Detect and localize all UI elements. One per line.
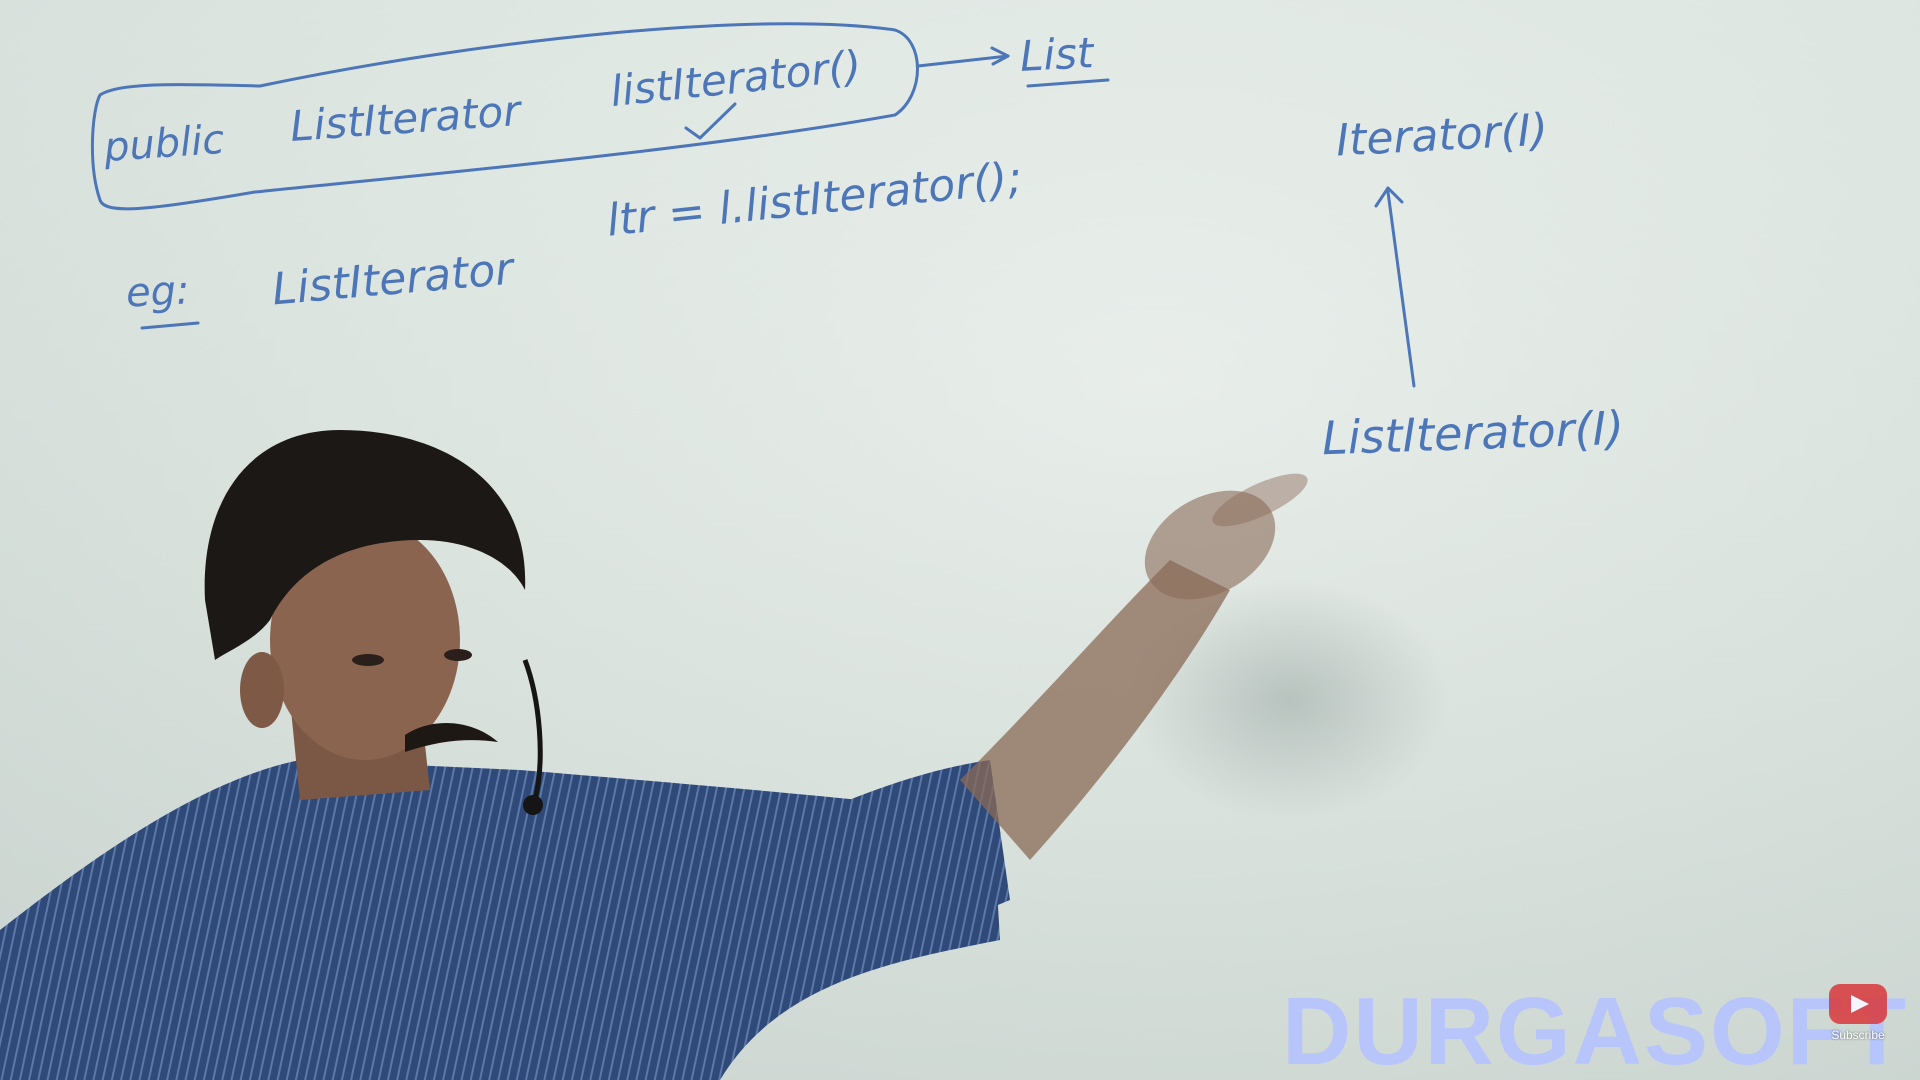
forearm [960,560,1230,860]
subscribe-label: Subscribe [1831,1028,1885,1042]
face [270,520,460,760]
signature-box [90,22,919,211]
hierarchy-arrow-head [1374,186,1404,208]
hair [204,430,526,660]
check-mark [684,102,737,140]
list-underline [1026,78,1110,88]
arm-shadow [1130,580,1450,820]
ear [240,652,284,728]
mustache [405,723,498,752]
shirt [0,760,1000,1080]
arrow-to-list-head [990,46,1010,66]
microphone [522,659,543,801]
hand [1144,490,1276,600]
sleeve [760,760,1010,960]
brand-watermark: DURGASOFT [1282,978,1908,1080]
eg-underline [140,321,200,330]
play-icon [1829,984,1887,1024]
arrow-to-list [916,54,1010,68]
subscribe-button[interactable]: Subscribe [1824,984,1892,1042]
hierarchy-arrow [1386,190,1416,388]
